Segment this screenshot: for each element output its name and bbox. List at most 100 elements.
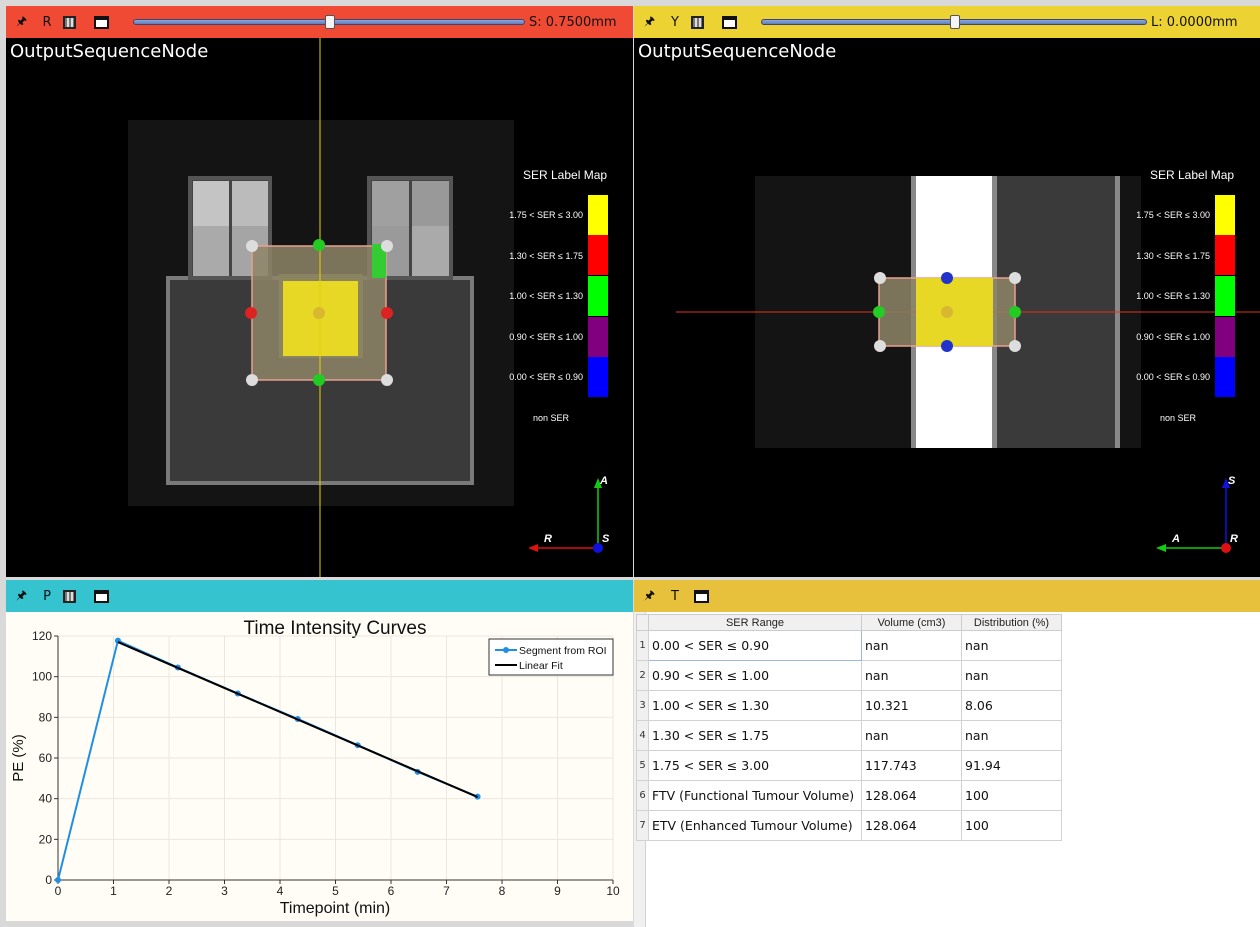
y-tick-label: 60 xyxy=(39,751,53,765)
cell-distribution[interactable]: nan xyxy=(961,660,1062,691)
row-number[interactable]: 1 xyxy=(636,630,649,661)
plot-view[interactable]: 🖈 P Time Intensity Curves Timepoint (min… xyxy=(6,580,633,921)
maximize-view-icon[interactable] xyxy=(721,15,737,29)
cell-ser-range[interactable]: 1.30 < SER ≤ 1.75 xyxy=(648,720,862,751)
x-tick-label: 7 xyxy=(443,884,450,898)
cell-ser-range[interactable]: ETV (Enhanced Tumour Volume) xyxy=(648,810,862,841)
cell-volume[interactable]: nan xyxy=(861,630,962,661)
x-tick-label: 0 xyxy=(55,884,62,898)
cell-ser-range[interactable]: FTV (Functional Tumour Volume) xyxy=(648,780,862,811)
cell-ser-range[interactable]: 0.00 < SER ≤ 0.90 xyxy=(648,630,862,661)
slice-offset-slider[interactable] xyxy=(761,15,1147,29)
legend-swatch-3 xyxy=(1215,317,1235,357)
cell-distribution[interactable]: nan xyxy=(961,630,1062,661)
header-ser-range[interactable]: SER Range xyxy=(648,614,862,631)
legend-swatch-1 xyxy=(588,235,608,275)
cell-volume[interactable]: 128.064 xyxy=(861,780,962,811)
orientation-left: R xyxy=(544,533,552,545)
y-tick-label: 100 xyxy=(32,670,52,684)
yellow-view-controller-bar: 🖈 Y L: 0.0000mm xyxy=(634,6,1260,38)
cell-distribution[interactable]: 100 xyxy=(961,780,1062,811)
cell-volume[interactable]: 10.321 xyxy=(861,690,962,721)
cell-volume[interactable]: nan xyxy=(861,720,962,751)
table-row[interactable]: 2 0.90 < SER ≤ 1.00 nan nan xyxy=(636,660,1062,691)
view-label: R xyxy=(42,14,52,30)
y-tick-label: 0 xyxy=(45,873,52,887)
legend-label-2: 1.00 < SER ≤ 1.30 xyxy=(509,291,583,301)
x-tick-label: 10 xyxy=(606,884,620,898)
slider-thumb[interactable] xyxy=(950,15,960,29)
cell-ser-range[interactable]: 1.75 < SER ≤ 3.00 xyxy=(648,750,862,781)
y-tick-label: 80 xyxy=(39,710,53,724)
slice-offset-slider[interactable] xyxy=(133,15,525,29)
red-slice-view[interactable]: 🖈 R S: 0.7500mm OutputSequenceNode xyxy=(6,6,633,577)
link-icon[interactable] xyxy=(62,15,76,29)
legend-swatch-2 xyxy=(1215,276,1235,316)
cell-ser-range[interactable]: 1.00 < SER ≤ 1.30 xyxy=(648,690,862,721)
pin-icon[interactable]: 🖈 xyxy=(644,13,656,28)
time-intensity-chart: Time Intensity Curves Timepoint (min) PE… xyxy=(10,618,620,917)
table-row[interactable]: 5 1.75 < SER ≤ 3.00 117.743 91.94 xyxy=(636,750,1062,781)
header-volume[interactable]: Volume (cm3) xyxy=(861,614,962,631)
plot-canvas[interactable]: Time Intensity Curves Timepoint (min) PE… xyxy=(6,612,633,921)
yellow-slice-canvas[interactable]: OutputSequenceNode S A xyxy=(634,38,1260,577)
cell-distribution[interactable]: 8.06 xyxy=(961,690,1062,721)
x-tick-label: 6 xyxy=(388,884,395,898)
y-tick-label: 40 xyxy=(39,792,53,806)
table-area: SER Range Volume (cm3) Distribution (%) … xyxy=(634,612,1260,927)
x-tick-label: 5 xyxy=(332,884,339,898)
pin-icon[interactable]: 🖈 xyxy=(16,13,28,28)
slider-thumb[interactable] xyxy=(325,15,335,29)
cell-ser-range[interactable]: 0.90 < SER ≤ 1.00 xyxy=(648,660,862,691)
maximize-view-icon[interactable] xyxy=(693,589,709,603)
red-slice-canvas[interactable]: OutputSequenceNode xyxy=(6,38,633,577)
pin-icon[interactable]: 🖈 xyxy=(16,587,28,602)
legend-label-0: 1.75 < SER ≤ 3.00 xyxy=(509,210,583,220)
row-number[interactable]: 7 xyxy=(636,810,649,841)
volume-name: OutputSequenceNode xyxy=(10,41,209,62)
pin-icon[interactable]: 🖈 xyxy=(644,587,656,602)
legend-series-1: Linear Fit xyxy=(519,660,563,672)
row-number[interactable]: 6 xyxy=(636,780,649,811)
red-slice-image[interactable]: A R S xyxy=(6,38,633,577)
row-number[interactable]: 4 xyxy=(636,720,649,751)
yellow-slice-view[interactable]: 🖈 Y L: 0.0000mm OutputSequenceNode xyxy=(634,6,1260,577)
orientation-center: R xyxy=(1230,533,1238,545)
cell-volume[interactable]: nan xyxy=(861,660,962,691)
cell-distribution[interactable]: 100 xyxy=(961,810,1062,841)
legend-label-1: 1.30 < SER ≤ 1.75 xyxy=(509,251,583,261)
table-row[interactable]: 7 ETV (Enhanced Tumour Volume) 128.064 100 xyxy=(636,810,1062,841)
x-tick-label: 2 xyxy=(166,884,173,898)
cell-distribution[interactable]: 91.94 xyxy=(961,750,1062,781)
table-view[interactable]: 🖈 T SER Range Volume (cm3) Distribution … xyxy=(634,580,1260,927)
x-axis-label: Timepoint (min) xyxy=(280,900,391,917)
table-row[interactable]: 3 1.00 < SER ≤ 1.30 10.321 8.06 xyxy=(636,690,1062,721)
y-tick-label: 120 xyxy=(32,629,52,643)
link-icon[interactable] xyxy=(690,15,704,29)
legend-label-2: 1.00 < SER ≤ 1.30 xyxy=(1136,291,1210,301)
header-distribution[interactable]: Distribution (%) xyxy=(961,614,1062,631)
legend-series-0: Segment from ROI xyxy=(519,645,607,657)
cell-volume[interactable]: 117.743 xyxy=(861,750,962,781)
row-number[interactable]: 5 xyxy=(636,750,649,781)
row-number[interactable]: 2 xyxy=(636,660,649,691)
y-axis-label: PE (%) xyxy=(10,734,27,782)
table-row[interactable]: 4 1.30 < SER ≤ 1.75 nan nan xyxy=(636,720,1062,751)
maximize-view-icon[interactable] xyxy=(93,15,109,29)
x-tick-label: 9 xyxy=(554,884,561,898)
cell-volume[interactable]: 128.064 xyxy=(861,810,962,841)
plot-view-controller-bar: 🖈 P xyxy=(6,580,633,612)
legend-swatch-0 xyxy=(1215,195,1235,235)
row-number[interactable]: 3 xyxy=(636,690,649,721)
maximize-view-icon[interactable] xyxy=(93,589,109,603)
legend-title: SER Label Map xyxy=(1150,168,1235,182)
link-icon[interactable] xyxy=(62,589,76,603)
table-row[interactable]: 1 0.00 < SER ≤ 0.90 nan nan xyxy=(636,630,1062,661)
cell-distribution[interactable]: nan xyxy=(961,720,1062,751)
legend-label-3: 0.90 < SER ≤ 1.00 xyxy=(509,332,583,342)
yellow-slice-image[interactable]: S A R xyxy=(634,38,1260,577)
table-row[interactable]: 6 FTV (Functional Tumour Volume) 128.064 10… xyxy=(636,780,1062,811)
table-view-controller-bar: 🖈 T xyxy=(634,580,1260,612)
legend-swatch-2 xyxy=(588,276,608,316)
view-label: Y xyxy=(671,14,679,30)
